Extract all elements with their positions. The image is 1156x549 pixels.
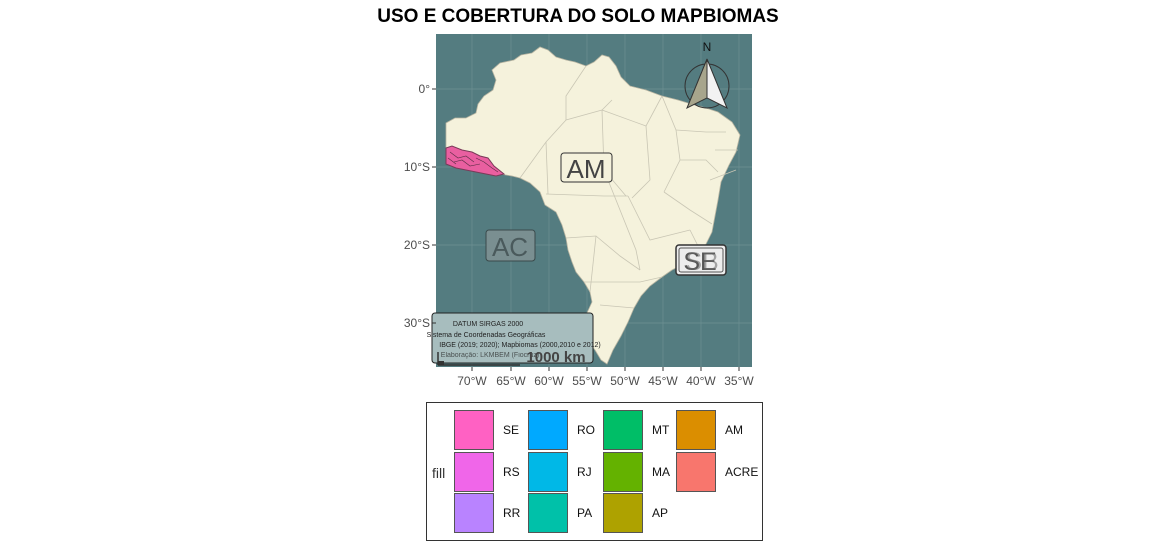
legend-label: AP [652,506,669,520]
legend-item: MA [603,452,675,492]
legend-item: RR [454,493,526,533]
legend-label: RJ [577,465,592,479]
legend-swatch [528,410,568,450]
map-title: USO E COBERTURA DO SOLO MAPBIOMAS [377,6,779,27]
legend-swatch [603,410,643,450]
legend-item: RO [528,410,600,450]
caption-line-4: Elaboração: LKMBEM (Fiocruz) [441,352,539,359]
y-tick-label: 0° [419,82,431,96]
x-tick-label: 65°W [496,374,526,388]
legend-item: AM [676,410,748,450]
caption-box [431,312,594,364]
x-tick-label: 45°W [648,374,678,388]
legend-swatch [603,452,643,492]
legend-item: AP [603,493,675,533]
label-am: AM [567,154,606,184]
x-tick-label: 70°W [457,374,487,388]
north-arrow-icon: N [684,40,730,110]
scale-bar: 1000 km [437,349,586,366]
label-se: SE [683,248,716,276]
legend-item: PA [528,493,600,533]
legend-label: RR [503,506,521,520]
legend-label: PA [577,506,593,520]
legend-item: RS [454,452,526,492]
label-se-box-2 [678,247,724,273]
caption-line-3: IBGE (2019; 2020); Mapbiomas (2000,2010 … [439,342,601,349]
legend-label: MT [652,423,670,437]
legend-swatch [454,410,494,450]
legend-item: RJ [528,452,600,492]
label-ac: AC [492,232,528,262]
x-tick-label: 55°W [572,374,602,388]
legend-swatch [528,452,568,492]
y-axis: 0° 10°S 20°S 30°S [404,82,436,330]
acre-texture [447,151,499,173]
x-tick-label: 40°W [686,374,716,388]
y-tick-label: 20°S [404,238,430,252]
label-se-overlap: SB [685,248,718,276]
legend-swatch [454,493,494,533]
acre-land-use-area [445,145,506,177]
legend-item: SE [454,410,526,450]
legend-label: RO [577,423,595,437]
legend-swatch [676,452,716,492]
legend-label: RS [503,465,520,479]
label-ac-box [485,229,536,262]
caption-line-1: DATUM SIRGAS 2000 [453,321,523,328]
legend-swatch [603,493,643,533]
x-tick-label: 60°W [534,374,564,388]
legend-label: AM [725,423,743,437]
label-se-box [675,244,727,276]
caption-line-2: Sistema de Coordenadas Geográficas [427,332,546,339]
scale-bar-label: 1000 km [526,349,585,366]
legend: fill SE RS RR RO RJ PA MT MA AP AM ACRE [426,402,763,541]
y-tick-label: 30°S [404,316,430,330]
x-tick-label: 50°W [610,374,640,388]
legend-item: MT [603,410,675,450]
legend-swatch [454,452,494,492]
legend-swatch [676,410,716,450]
north-arrow-letter: N [703,40,712,54]
legend-label: SE [503,423,520,437]
label-am-box [560,152,613,183]
brazil-land [445,46,741,365]
legend-title: fill [432,465,446,481]
x-axis: 70°W 65°W 60°W 55°W 50°W 45°W 40°W 35°W [457,367,754,388]
legend-label: MA [652,465,670,479]
legend-label: ACRE [725,465,759,479]
legend-swatch [528,493,568,533]
y-tick-label: 10°S [404,160,430,174]
legend-item: ACRE [676,452,758,492]
x-tick-label: 35°W [724,374,754,388]
